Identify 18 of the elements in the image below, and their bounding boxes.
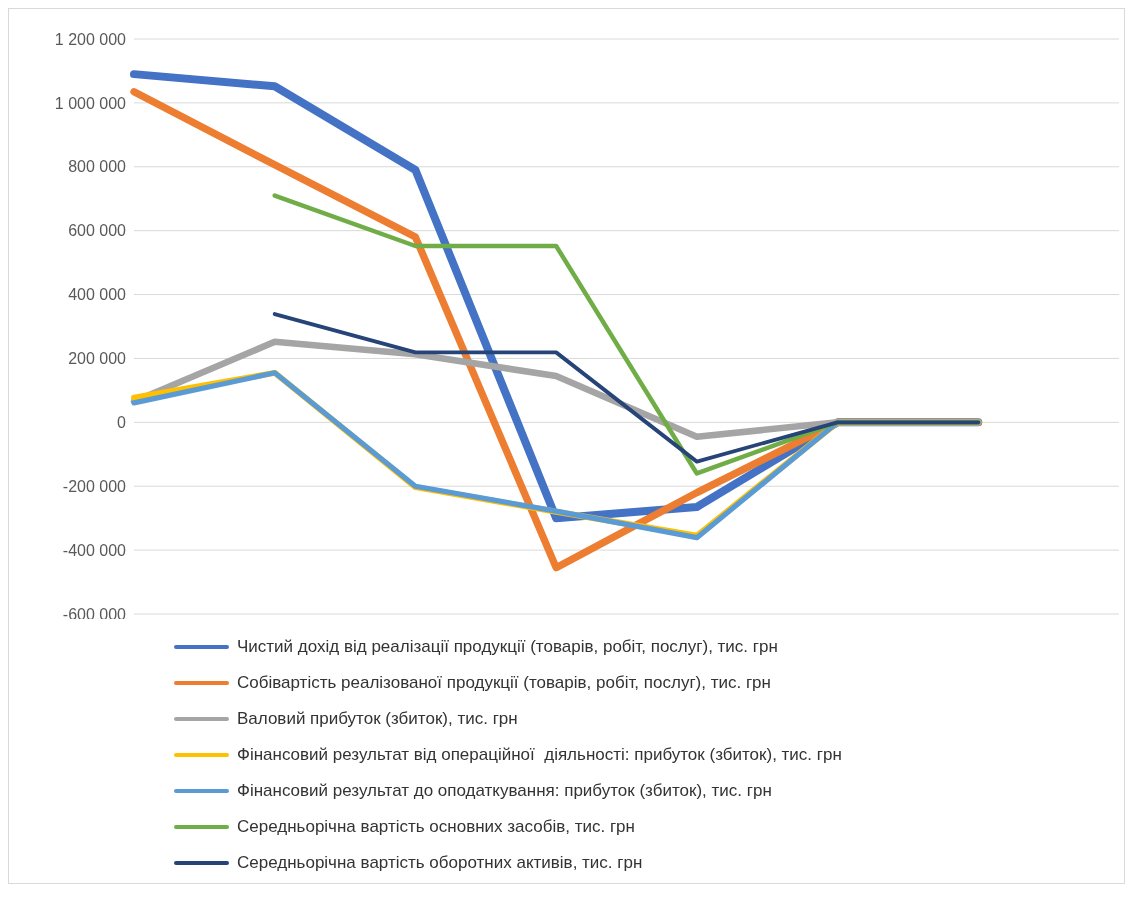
legend-label: Чистий дохід від реалізації продукції (товарів, робіт, послуг), тис. грн bbox=[237, 637, 778, 657]
y-tick-label: 600 000 bbox=[68, 222, 127, 240]
y-tick-label: -200 000 bbox=[62, 477, 127, 495]
y-tick-label: 1 200 000 bbox=[54, 30, 127, 48]
y-tick-label: 1 000 000 bbox=[54, 94, 127, 112]
legend-label: Валовий прибуток (збиток), тис. грн bbox=[237, 709, 518, 729]
y-tick-label: -600 000 bbox=[62, 605, 127, 623]
y-tick-label: -400 000 bbox=[62, 541, 127, 559]
y-tick-label: 0 bbox=[117, 414, 127, 432]
y-tick-label: 400 000 bbox=[68, 286, 127, 304]
legend-label: Фінансовий результат від операційної діяльності: прибуток (збиток), тис. грн bbox=[237, 745, 842, 765]
legend-label: Середньорічна вартість основних засобів, тис. грн bbox=[237, 817, 635, 837]
legend-label: Фінансовий результат до оподаткування: прибуток (збиток), тис. грн bbox=[237, 781, 772, 801]
line-series bbox=[272, 312, 981, 464]
y-tick-label: 200 000 bbox=[68, 350, 127, 368]
y-tick-label: 800 000 bbox=[68, 158, 127, 176]
legend-label: Собівартість реалізованої продукції (товарів, робіт, послуг), тис. грн bbox=[237, 673, 771, 693]
legend-label: Середньорічна вартість оборотних активів, тис. грн bbox=[237, 853, 643, 873]
